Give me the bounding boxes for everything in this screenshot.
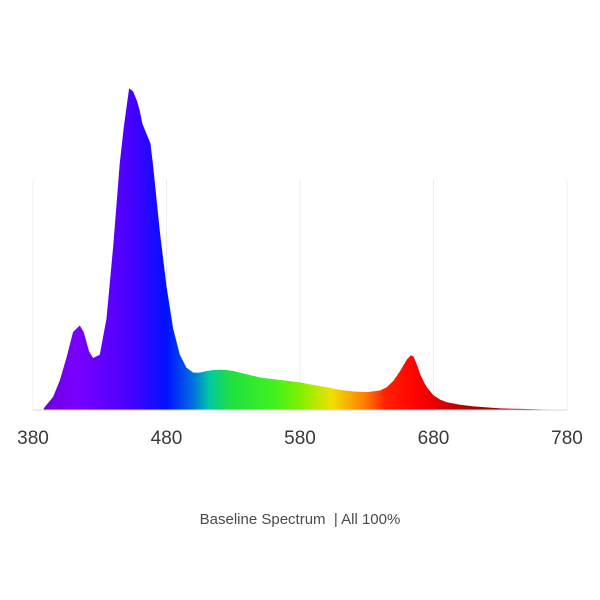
x-axis-ticks: 380 480 580 680 780 — [17, 428, 583, 449]
x-tick-label-780: 780 — [551, 428, 583, 449]
x-tick-label-680: 680 — [418, 428, 450, 449]
spectrum-area — [43, 88, 561, 410]
x-tick-label-380: 380 — [17, 428, 49, 449]
chart-caption: Baseline Spectrum | All 100% — [199, 511, 401, 528]
x-tick-label-480: 480 — [151, 428, 183, 449]
x-tick-label-580: 580 — [284, 428, 316, 449]
